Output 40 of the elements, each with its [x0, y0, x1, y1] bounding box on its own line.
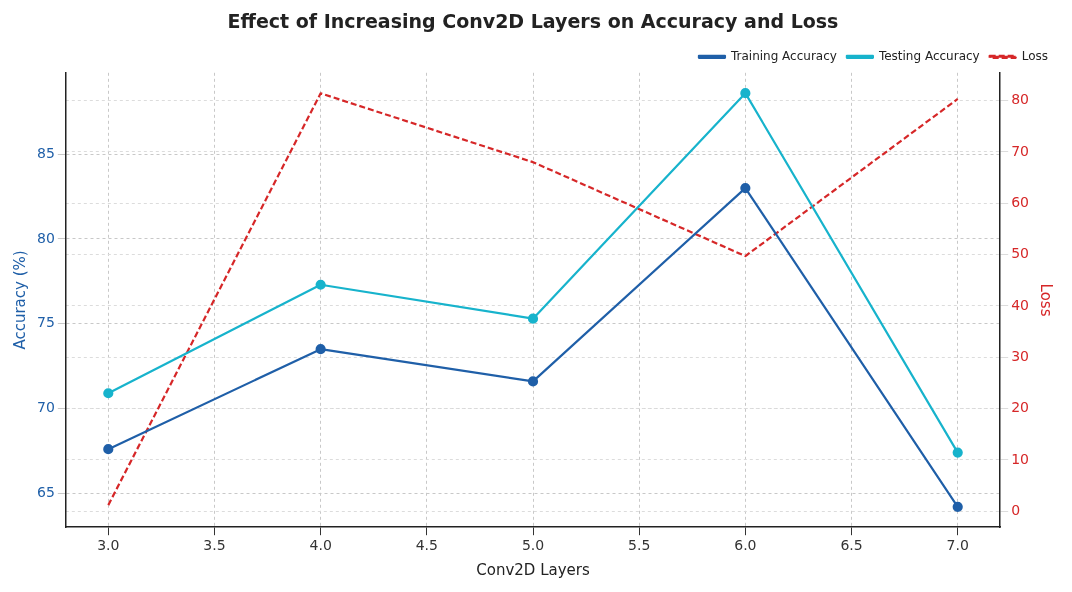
y-tick-label: 70 [36, 399, 55, 416]
point [315, 279, 326, 290]
y2-tick-label: 60 [1011, 193, 1030, 210]
y2-tick-label: 50 [1011, 245, 1030, 262]
y2-tick-label: 10 [1011, 450, 1030, 467]
point [315, 344, 326, 355]
chart-title: Effect of Increasing Conv2D Layers on Accuracy and Loss [227, 10, 839, 33]
x-tick-label: 5.5 [628, 537, 651, 554]
y2-tick-label: 30 [1011, 347, 1030, 364]
point [740, 88, 751, 99]
legend-label: Loss [1021, 48, 1049, 63]
x-axis-title: Conv2D Layers [476, 560, 590, 579]
point [952, 447, 963, 458]
y2-tick-label: 40 [1011, 296, 1030, 313]
point [527, 313, 539, 324]
y2-axis-title: Loss [1037, 283, 1056, 317]
y-axis-title: Accuracy (%) [10, 250, 29, 350]
point [103, 388, 114, 399]
x-tick-label: 3.0 [97, 537, 120, 554]
x-tick-label: 5.0 [521, 537, 545, 554]
y-tick-label: 75 [36, 314, 55, 331]
y2-tick-label: 20 [1011, 399, 1030, 416]
point [952, 501, 963, 512]
point [527, 376, 539, 387]
point [740, 183, 751, 194]
y2-tick-label: 70 [1011, 142, 1030, 159]
x-tick-label: 6.0 [734, 537, 757, 554]
y-tick-label: 85 [36, 144, 55, 161]
y-tick-label: 80 [36, 229, 55, 246]
legend-label: Training Accuracy [729, 48, 837, 63]
x-tick-label: 3.5 [203, 537, 226, 554]
legend-label: Testing Accuracy [877, 48, 980, 63]
y2-tick-label: 80 [1011, 91, 1030, 108]
y2-tick-label: 0 [1011, 501, 1021, 518]
x-tick-label: 4.5 [415, 537, 438, 554]
x-tick-label: 7.0 [946, 537, 969, 554]
y-tick-label: 65 [36, 483, 55, 500]
x-tick-label: 6.5 [840, 537, 863, 554]
x-tick-label: 4.0 [309, 537, 332, 554]
point [103, 444, 114, 455]
